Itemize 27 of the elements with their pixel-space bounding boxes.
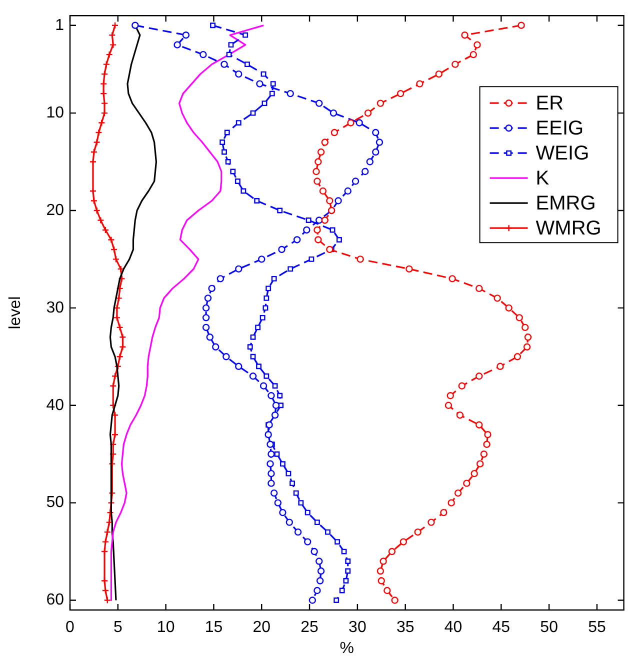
legend-label: WMRG: [536, 218, 602, 240]
x-tick-label: 25: [300, 619, 319, 636]
x-tick-label: 15: [204, 619, 223, 636]
x-tick-label: 50: [540, 619, 558, 636]
y-tick-label: 10: [46, 104, 64, 122]
x-tick-label: 45: [492, 619, 510, 636]
y-tick-label: 60: [46, 592, 64, 609]
legend-label: EMRG: [536, 192, 596, 215]
y-tick-label: 1: [55, 16, 64, 34]
x-tick-label: 35: [396, 619, 414, 636]
x-axis-title: %: [340, 640, 354, 657]
y-axis-title: level: [7, 296, 24, 330]
legend-label: K: [536, 168, 550, 190]
y-tick-label: 20: [46, 202, 64, 219]
y-tick-label: 40: [46, 396, 64, 414]
x-tick-label: 5: [113, 619, 122, 636]
legend-label: ER: [536, 92, 564, 115]
legend-label: EEIG: [536, 118, 584, 140]
x-tick-label: 0: [66, 619, 75, 636]
legend-label: WEIG: [536, 142, 590, 165]
y-tick-label: 30: [46, 299, 64, 316]
x-tick-label: 30: [348, 619, 366, 636]
x-tick-label: 20: [252, 619, 271, 636]
y-tick-label: 50: [46, 494, 64, 512]
x-tick-label: 40: [444, 619, 462, 636]
x-tick-label: 10: [156, 619, 175, 636]
x-tick-label: 55: [588, 619, 606, 636]
